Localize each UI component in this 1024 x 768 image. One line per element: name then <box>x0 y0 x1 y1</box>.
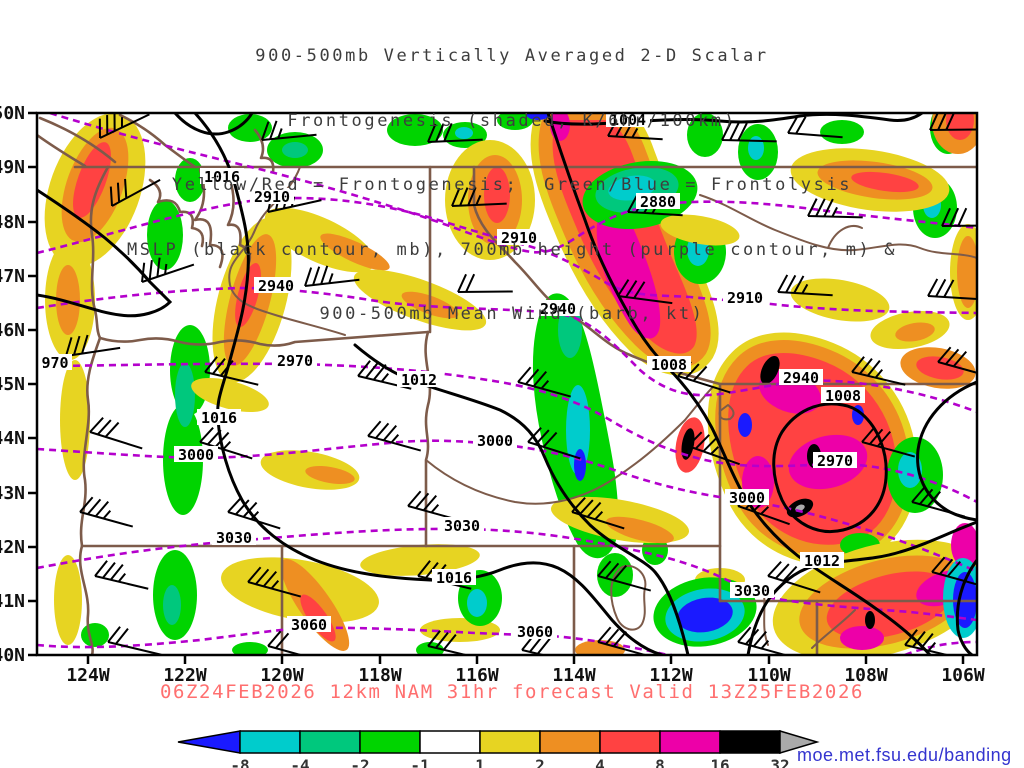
colorbar: -8 -4 -2 -1 1 2 4 8 16 32 <box>177 729 820 768</box>
height-label: 3000 <box>729 489 765 507</box>
colorbar-segment <box>239 730 301 754</box>
mslp-label: 1016 <box>201 409 237 427</box>
height-label: 3030 <box>216 529 252 547</box>
title-line: Yellow/Red = Frontogenesis; Green/Blue =… <box>171 175 853 195</box>
height-label: 2880 <box>640 193 676 211</box>
title-line: 900-500mb Mean Wind (barb, kt) <box>319 304 705 324</box>
mslp-label: 1012 <box>804 552 840 570</box>
lon-label: 120W <box>260 665 304 686</box>
height-label: 2910 <box>727 289 763 307</box>
lat-label: 47N <box>0 266 25 287</box>
height-label: 2940 <box>258 277 294 295</box>
mslp-label: 1012 <box>401 371 437 389</box>
height-label: 3000 <box>178 446 214 464</box>
lat-label: 48N <box>0 212 25 233</box>
colorbar-tick: -8 <box>230 756 249 768</box>
height-label: 2940 <box>540 300 576 318</box>
frontogenesis-shading <box>44 113 977 655</box>
colorbar-over-arrow <box>779 729 820 755</box>
lat-label: 49N <box>0 157 25 178</box>
colorbar-tick: -1 <box>410 756 429 768</box>
colorbar-tick: -2 <box>350 756 369 768</box>
contour-labels: 1016 2910 1004 2880 2910 2910 2940 2940 … <box>38 111 865 641</box>
lat-label: 41N <box>0 591 25 612</box>
title-line: 900-500mb Vertically Averaged 2-D Scalar <box>255 46 769 66</box>
height-label: 3060 <box>291 616 327 634</box>
lon-axis-labels: 124W 122W 120W 118W 116W 114W 112W 110W … <box>66 665 985 686</box>
mslp-label: 1016 <box>204 168 240 186</box>
height-label: 3030 <box>444 517 480 535</box>
height-label: 970 <box>41 354 68 372</box>
lat-label: 44N <box>0 428 25 449</box>
lat-label: 50N <box>0 103 25 124</box>
mslp-label: 1008 <box>651 356 687 374</box>
colorbar-tick: 1 <box>475 756 485 768</box>
colorbar-tick: 4 <box>595 756 605 768</box>
lat-label: 40N <box>0 645 25 666</box>
colorbar-segment <box>719 730 781 754</box>
colorbar-tick: 2 <box>535 756 545 768</box>
colorbar-segment <box>479 730 541 754</box>
height-label: 2910 <box>254 188 290 206</box>
height-label: 2970 <box>277 352 313 370</box>
colorbar-tick: 8 <box>655 756 665 768</box>
height-label: 3030 <box>734 582 770 600</box>
colorbar-under-arrow <box>177 730 241 754</box>
colorbar-segment <box>599 730 661 754</box>
forecast-caption: 06Z24FEB2026 12km NAM 31hr forecast Vali… <box>159 681 865 703</box>
lon-label: 112W <box>649 665 693 686</box>
title-line: MSLP (black contour, mb), 700mb height (… <box>126 239 898 260</box>
colorbar-tick: -4 <box>290 756 309 768</box>
lon-label: 114W <box>552 665 596 686</box>
lat-label: 45N <box>0 374 25 395</box>
colorbar-tick-labels: -8 -4 -2 -1 1 2 4 8 16 32 <box>230 756 789 768</box>
mslp-label: 1016 <box>436 569 472 587</box>
mslp-label: 1004 <box>610 111 646 129</box>
lat-axis-labels: 50N 49N 48N 47N 46N 45N 44N 43N 42N 41N … <box>0 103 25 666</box>
lon-label: 106W <box>941 665 985 686</box>
site-link[interactable]: moe.met.fsu.edu/banding <box>797 745 1012 765</box>
height-label: 2910 <box>501 229 537 247</box>
title-line: Frontogenesis (shaded, K/6hr/100km) <box>287 110 737 131</box>
chart-title: 900-500mb Vertically Averaged 2-D Scalar… <box>0 3 1024 347</box>
lat-label: 43N <box>0 483 25 504</box>
map-frame <box>28 111 979 664</box>
height-label: 2940 <box>783 369 819 387</box>
colorbar-segment <box>359 730 421 754</box>
lat-label: 46N <box>0 320 25 341</box>
colorbar-tick: 16 <box>710 756 729 768</box>
lon-label: 118W <box>358 665 402 686</box>
colorbar-segment <box>659 730 721 754</box>
lon-label: 110W <box>747 665 791 686</box>
colorbar-tick: 32 <box>770 756 789 768</box>
lon-label: 116W <box>455 665 499 686</box>
height-label: 3060 <box>517 623 553 641</box>
colorbar-segment <box>419 730 481 754</box>
lon-label: 124W <box>66 665 110 686</box>
colorbar-segment <box>299 730 361 754</box>
height-label: 3000 <box>477 432 513 450</box>
lon-label: 122W <box>163 665 207 686</box>
mslp-label: 1008 <box>825 387 861 405</box>
lon-label: 108W <box>844 665 888 686</box>
colorbar-segment <box>539 730 601 754</box>
lat-label: 42N <box>0 537 25 558</box>
height-label: 2970 <box>817 452 853 470</box>
